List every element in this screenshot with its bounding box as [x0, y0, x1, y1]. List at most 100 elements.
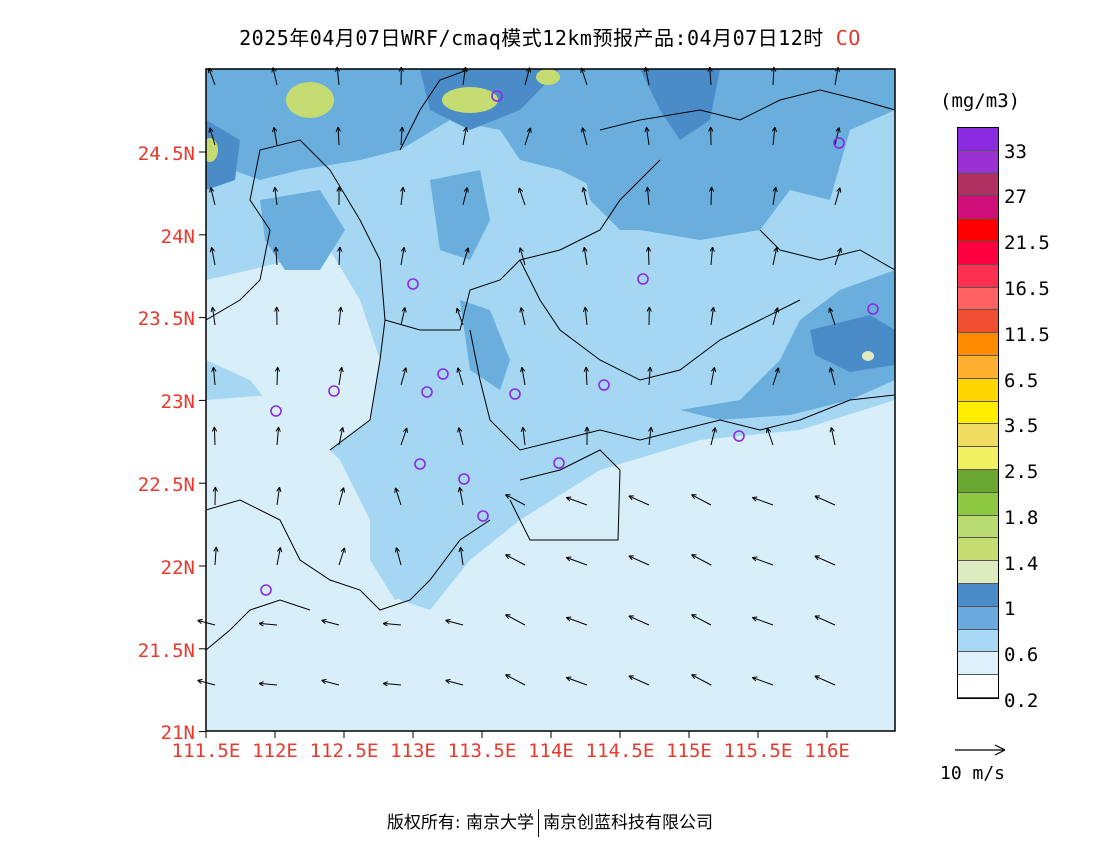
legend-label: 6.5 [1004, 370, 1039, 392]
wind-arrow-head [580, 127, 583, 133]
station-marker [407, 278, 419, 290]
legend-swatch [958, 173, 998, 197]
wind-arrow-head [647, 246, 652, 252]
wind-arrow [566, 677, 588, 686]
wind-arrow-head [402, 427, 408, 432]
wind-arrow-head [460, 546, 464, 552]
wind-arrow-head [457, 427, 460, 433]
wind-arrow-head [213, 426, 218, 432]
legend-swatch [958, 447, 998, 470]
x-tick-label: 112.5E [309, 740, 379, 762]
wind-arrow-head [648, 306, 652, 312]
wind-arrow-head [712, 246, 715, 252]
wind-arrow [524, 127, 532, 146]
wind-arrow-head [336, 186, 340, 192]
wind-arrow-head [505, 674, 509, 680]
wind-arrow-head [339, 427, 344, 432]
wind-arrow-head [628, 675, 633, 681]
wind-arrow-head [394, 487, 396, 493]
wind-arrow [582, 187, 588, 206]
legend-swatch [958, 196, 998, 220]
wind-arrow [276, 366, 279, 386]
wind-arrow-head [710, 126, 714, 132]
legend-label: 1 [1004, 598, 1016, 620]
wind-arrow [772, 66, 775, 86]
wind-arrow-head [459, 487, 463, 492]
wind-arrow [691, 674, 712, 686]
wind-arrow-head [276, 486, 280, 492]
wind-arrow-head [565, 677, 571, 682]
wind-arrow-head [463, 127, 467, 132]
wind-arrow-head [814, 615, 819, 621]
legend-swatch [958, 469, 998, 493]
wind-arrow-head [519, 307, 522, 313]
wind-arrow-head [829, 367, 834, 372]
wind-arrow-head [456, 367, 459, 373]
legend-swatch [958, 128, 998, 151]
wind-arrow-head [645, 186, 648, 192]
wind-arrow-head [565, 497, 571, 502]
wind-arrow-head [337, 246, 341, 252]
wind-arrow [505, 494, 526, 506]
wind-arrow-head [382, 683, 388, 687]
wind-arrow [585, 366, 588, 386]
wind-arrow-head [830, 427, 835, 432]
station-marker [598, 379, 610, 391]
legend-label: 33 [1004, 141, 1027, 163]
wind-arrow [459, 547, 464, 566]
wind-arrow [584, 307, 588, 326]
wind-arrow-head [394, 547, 397, 553]
wind-arrow-head [772, 186, 777, 192]
wind-arrow [628, 675, 650, 686]
wind-arrow-head [649, 366, 653, 372]
wind-arrow-head [402, 367, 407, 372]
wind-arrow [321, 679, 340, 686]
wind-arrow-head [382, 623, 388, 627]
wind-arrow [752, 617, 774, 626]
wind-arrow-head [338, 366, 343, 372]
wind-arrow [710, 247, 714, 266]
wind-arrow [752, 677, 774, 686]
wind-arrow-head [214, 486, 218, 492]
wind-arrow [520, 307, 526, 326]
footer-separator [538, 809, 540, 837]
wind-arrow-head [752, 676, 758, 678]
copyright-footer: 版权所有: 南京大学 南京创蓝科技有限公司 [0, 808, 1100, 837]
wind-arrow-head [711, 186, 715, 192]
wind-arrow-head [212, 306, 216, 312]
wind-arrow-head [777, 307, 780, 313]
axis-ticks [199, 151, 828, 738]
wind-arrow-head [343, 487, 346, 493]
wind-arrow [400, 127, 403, 146]
wind-arrow-head [342, 427, 345, 433]
wind-arrow-head [628, 495, 633, 501]
wind-arrow-head [344, 547, 346, 553]
concentration-field [206, 69, 895, 731]
wind-arrow-head [445, 679, 450, 684]
wind-arrow-head [405, 367, 408, 373]
wind-arrow [830, 427, 836, 446]
legend-swatch [958, 561, 998, 584]
wind-arrow-head [522, 426, 526, 432]
wind-arrow-head [752, 496, 758, 498]
legend-label: 0.2 [1004, 690, 1039, 712]
wind-arrow-head [518, 247, 521, 253]
wind-arrow-head [273, 126, 278, 132]
wind-arrow-head [778, 367, 780, 373]
wind-arrow [462, 247, 469, 266]
wind-arrow [259, 622, 278, 626]
legend-label: 16.5 [1004, 278, 1050, 300]
wind-arrow [580, 67, 588, 86]
wind-arrow-head [710, 306, 714, 312]
wind-arrow [211, 247, 216, 266]
legend-label: 1.8 [1004, 507, 1039, 529]
wind-arrow [519, 247, 526, 266]
wind-arrow [505, 554, 526, 566]
wind-arrow-head [647, 186, 651, 192]
wind-arrow [400, 367, 407, 386]
wind-arrow [710, 427, 716, 446]
legend-swatch [958, 606, 998, 630]
legend-label: 1.4 [1004, 553, 1039, 575]
wind-arrow [395, 547, 402, 566]
wind-arrow [814, 495, 836, 506]
